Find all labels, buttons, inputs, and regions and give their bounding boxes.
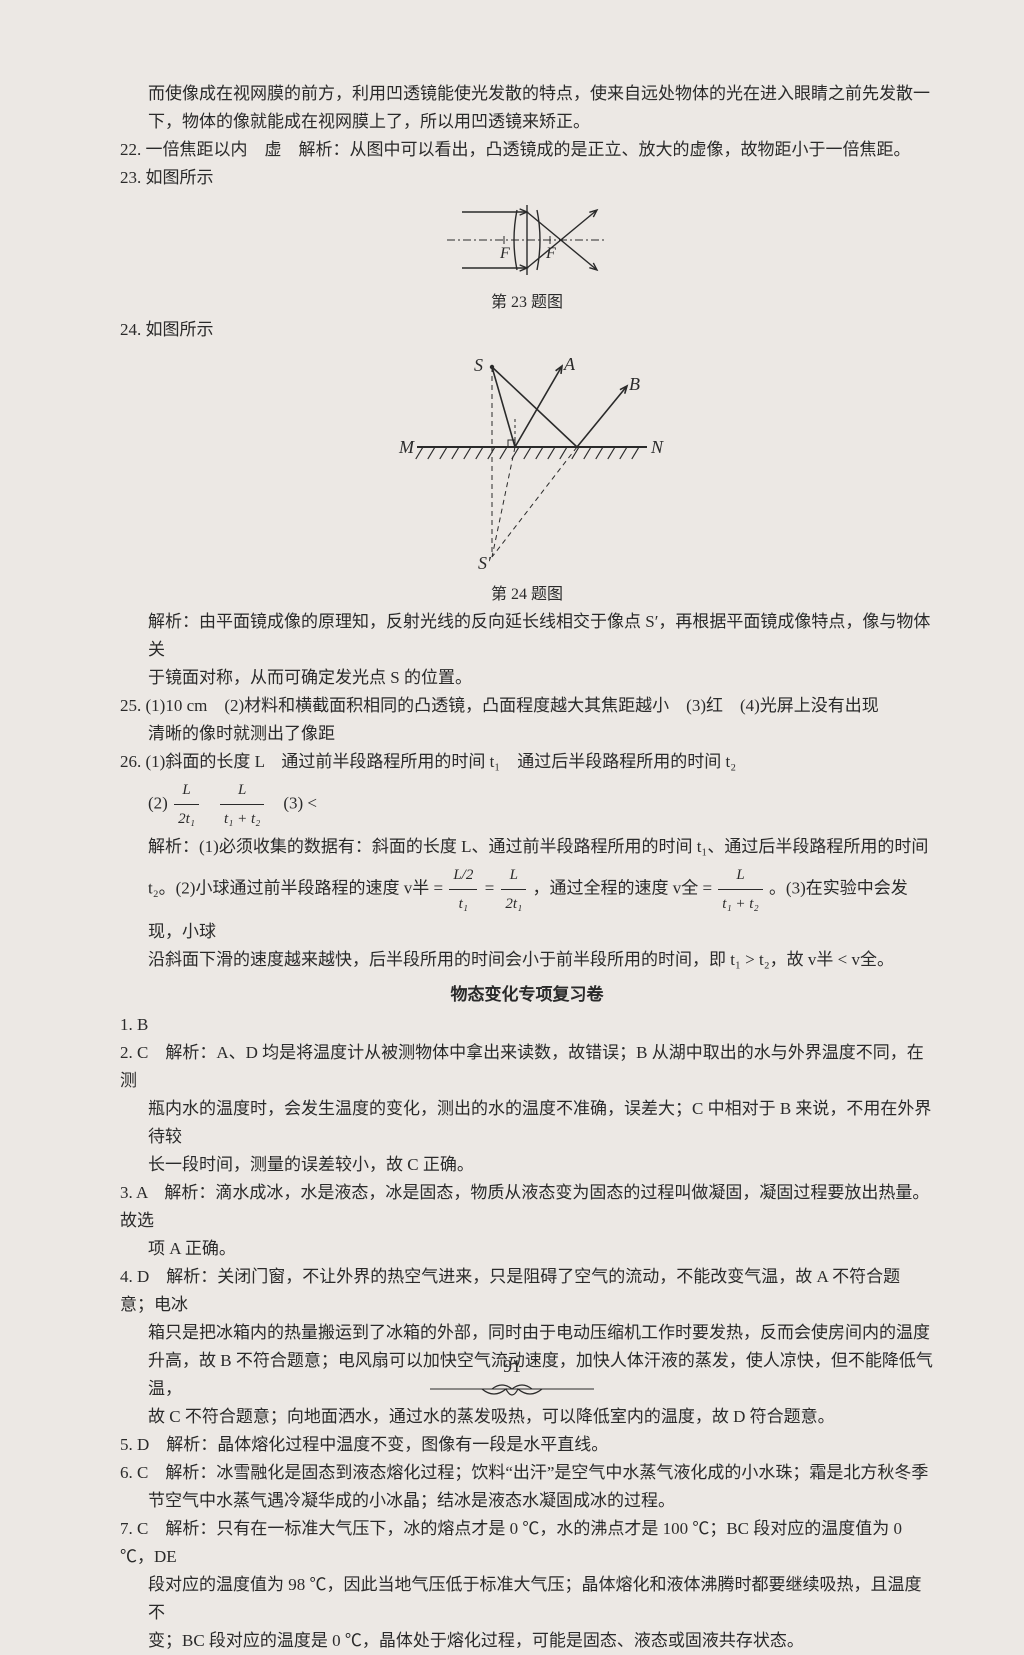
q2: 长一段时间，测量的误差较小，故 C 正确。 xyxy=(120,1151,934,1179)
frac-num: L xyxy=(718,861,762,890)
body-text: 而使像成在视网膜的前方，利用凹透镜能使光发散的特点，使来自远处物体的光在进入眼睛… xyxy=(120,80,934,108)
q24-explain: 于镜面对称，从而可确定发光点 S 的位置。 xyxy=(120,664,934,692)
text: t₂。(2)小球通过前半段路程的速度 v半 = xyxy=(148,878,447,897)
q4: 故 C 不符合题意；向地面洒水，通过水的蒸发吸热，可以降低室内的温度，故 D 符… xyxy=(120,1403,934,1431)
caption-23: 第 23 题图 xyxy=(120,288,934,312)
svg-text:B: B xyxy=(629,374,640,394)
q3: 项 A 正确。 xyxy=(120,1235,934,1263)
frac-num: L xyxy=(220,776,264,805)
q26-explain: 解析：(1)必须收集的数据有：斜面的长度 L、通过前半段路程所用的时间 t₁、通… xyxy=(120,833,934,861)
q26-explain: 沿斜面下滑的速度越来越快，后半段所用的时间会小于前半段所用的时间，即 t₁ > … xyxy=(120,946,934,974)
label: (3) < xyxy=(283,793,317,812)
text: ，通过全程的速度 v全 = xyxy=(532,878,716,897)
page-number: 91 xyxy=(0,1356,1024,1401)
svg-text:F: F xyxy=(499,245,510,262)
svg-text:S: S xyxy=(474,355,483,375)
q26: 26. (1)斜面的长度 L 通过前半段路程所用的时间 t₁ 通过后半段路程所用… xyxy=(120,748,934,776)
q7: 段对应的温度值为 98 ℃，因此当地气压低于标准大气压；晶体熔化和液体沸腾时都要… xyxy=(120,1571,934,1627)
q5: 5. D 解析：晶体熔化过程中温度不变，图像有一段是水平直线。 xyxy=(120,1431,934,1459)
q3: 3. A 解析：滴水成冰，水是液态，冰是固态，物质从液态变为固态的过程叫做凝固，… xyxy=(120,1179,934,1235)
q22: 22. 一倍焦距以内 虚 解析：从图中可以看出，凸透镜成的是正立、放大的虚像，故… xyxy=(120,136,934,164)
q4: 4. D 解析：关闭门窗，不让外界的热空气进来，只是阻碍了空气的流动，不能改变气… xyxy=(120,1263,934,1319)
q24-intro: 24. 如图所示 xyxy=(120,316,934,344)
q6: 节空气中水蒸气遇冷凝华成的小冰晶；结冰是液态水凝固成冰的过程。 xyxy=(120,1487,934,1515)
diagram-23: FF xyxy=(120,200,934,280)
q24-explain: 解析：由平面镜成像的原理知，反射光线的反向延长线相交于像点 S′，再根据平面镜成… xyxy=(120,608,934,664)
section-title: 物态变化专项复习卷 xyxy=(120,980,934,1005)
q7: 7. C 解析：只有在一标准大气压下，冰的熔点才是 0 ℃，水的沸点才是 100… xyxy=(120,1515,934,1571)
q1: 1. B xyxy=(120,1011,934,1039)
q2: 2. C 解析：A、D 均是将温度计从被测物体中拿出来读数，故错误；B 从湖中取… xyxy=(120,1039,934,1095)
svg-text:S′: S′ xyxy=(478,553,492,572)
diagram-24: S S′ A B M N xyxy=(120,352,934,572)
q26-explain: t₂。(2)小球通过前半段路程的速度 v半 = L/2t₁ = L2t₁ ，通过… xyxy=(120,861,934,946)
q6: 6. C 解析：冰雪融化是固态到液态熔化过程；饮料“出汗”是空气中水蒸气液化成的… xyxy=(120,1459,934,1487)
q7: 变；BC 段对应的温度是 0 ℃，晶体处于熔化过程，可能是固态、液态或固液共存状… xyxy=(120,1627,934,1655)
svg-text:M: M xyxy=(398,437,415,457)
svg-text:A: A xyxy=(563,354,576,374)
q25: 25. (1)10 cm (2)材料和横截面积相同的凸透镜，凸面程度越大其焦距越… xyxy=(120,692,934,720)
caption-24: 第 24 题图 xyxy=(120,580,934,604)
q23-intro: 23. 如图所示 xyxy=(120,164,934,192)
frac-den: t₁ + t₂ xyxy=(718,890,762,918)
svg-text:F: F xyxy=(545,245,556,262)
page-num-text: 91 xyxy=(503,1356,521,1376)
frac-den: 2t₁ xyxy=(501,890,526,918)
frac-num: L xyxy=(174,776,199,805)
frac-den: t₁ xyxy=(449,890,477,918)
q4: 箱只是把冰箱内的热量搬运到了冰箱的外部，同时由于电动压缩机工作时要发热，反而会使… xyxy=(120,1319,934,1347)
q2: 瓶内水的温度时，会发生温度的变化，测出的水的温度不准确，误差大；C 中相对于 B… xyxy=(120,1095,934,1151)
q26-formula: (2) L2t₁ Lt₁ + t₂ (3) < xyxy=(120,776,934,833)
eq: = xyxy=(484,878,500,897)
svg-text:N: N xyxy=(650,437,664,457)
label: (2) xyxy=(148,793,168,812)
frac-den: t₁ + t₂ xyxy=(220,805,264,833)
body-text: 下，物体的像就能成在视网膜上了，所以用凹透镜来矫正。 xyxy=(120,108,934,136)
frac-num: L/2 xyxy=(449,861,477,890)
frac-den: 2t₁ xyxy=(174,805,199,833)
frac-num: L xyxy=(501,861,526,890)
q25: 清晰的像时就测出了像距 xyxy=(120,720,934,748)
